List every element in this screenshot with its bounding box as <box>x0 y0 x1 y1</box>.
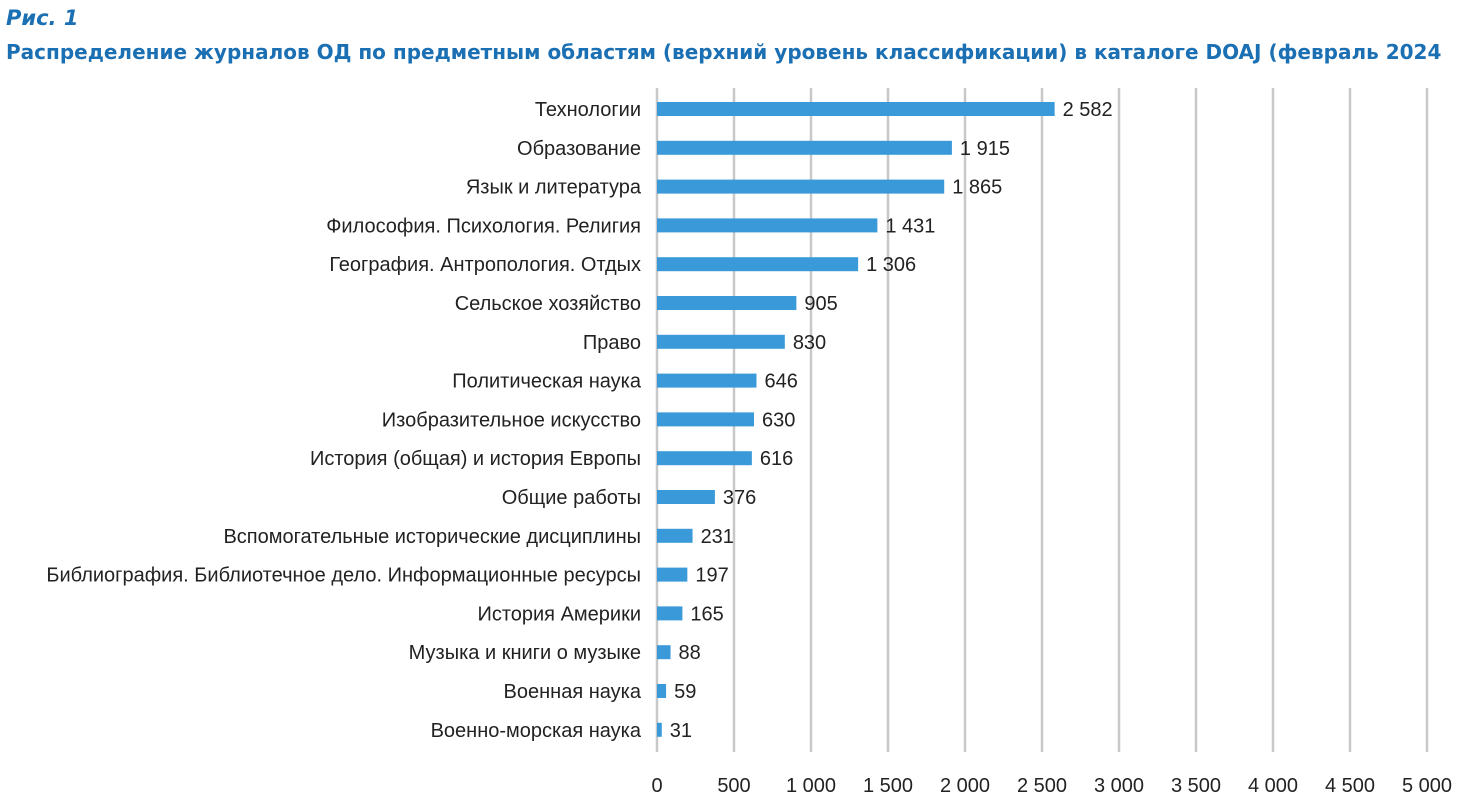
bar <box>657 218 878 233</box>
bar <box>657 102 1055 116</box>
bar <box>657 567 688 582</box>
bar <box>657 373 757 388</box>
data-label: 1 431 <box>885 215 935 237</box>
bar <box>657 490 715 504</box>
x-tick-label: 500 <box>717 775 750 797</box>
value-labels: 2 582 1 915 1 865 1 431 1 306 905 830 646 630 616… <box>670 99 1113 742</box>
x-tick-label: 1 500 <box>863 775 913 797</box>
data-label: 616 <box>760 448 793 470</box>
x-axis-tick-labels: 0 500 1 000 1 500 2 000 2 500 3 000 3 500 4 000 4… <box>651 775 1452 797</box>
category-label: Военная наука <box>504 681 642 703</box>
x-tick-label: 2 000 <box>940 775 990 797</box>
category-label: Общие работы <box>502 487 641 509</box>
category-label: Музыка и книги о музыке <box>409 642 641 664</box>
figure-label: Рис. 1 <box>6 6 79 30</box>
data-label: 165 <box>690 603 723 625</box>
category-label: История (общая) и история Европы <box>310 448 641 470</box>
bar <box>657 296 797 310</box>
x-tick-label: 2 500 <box>1017 775 1067 797</box>
bar <box>657 334 785 349</box>
category-label: История Америки <box>477 603 641 625</box>
data-label: 630 <box>762 409 795 431</box>
x-tick-label: 4 000 <box>1248 775 1298 797</box>
category-label: География. Антропология. Отдых <box>329 254 641 276</box>
category-label: Политическая наука <box>452 371 642 393</box>
category-label: Изобразительное искусство <box>382 409 641 431</box>
category-labels: Технологии Образование Язык и литература Фи… <box>46 99 642 742</box>
category-label: Сельское хозяйство <box>455 293 641 315</box>
bar <box>657 722 662 737</box>
data-label: 1 915 <box>960 138 1010 160</box>
bar <box>657 140 952 155</box>
x-tick-label: 4 500 <box>1325 775 1375 797</box>
bar <box>657 179 945 194</box>
category-label: Военно-морская наука <box>431 720 642 742</box>
category-label: Философия. Психология. Религия <box>326 215 641 237</box>
figure-title: Распределение журналов ОД по предметным … <box>6 40 1442 64</box>
data-label: 2 582 <box>1063 99 1113 121</box>
category-label: Вспомогательные исторические дисциплины <box>223 526 641 548</box>
category-label: Образование <box>517 138 641 160</box>
x-tick-label: 3 500 <box>1171 775 1221 797</box>
x-tick-label: 0 <box>651 775 662 797</box>
bar <box>657 257 859 272</box>
data-label: 376 <box>723 487 756 509</box>
data-label: 59 <box>674 681 696 703</box>
category-label: Право <box>583 332 641 354</box>
x-tick-label: 3 000 <box>1094 775 1144 797</box>
bar <box>657 606 683 621</box>
data-label: 646 <box>764 371 797 393</box>
data-label: 830 <box>793 332 826 354</box>
data-label: 1 306 <box>866 254 916 276</box>
data-label: 197 <box>695 565 728 587</box>
data-label: 231 <box>701 526 734 548</box>
category-label: Технологии <box>535 99 641 121</box>
category-label: Язык и литература <box>466 177 642 199</box>
category-label: Библиография. Библиотечное дело. Информа… <box>46 565 641 587</box>
data-label: 88 <box>679 642 701 664</box>
data-label: 905 <box>804 293 837 315</box>
bar <box>657 528 693 543</box>
x-tick-label: 5 000 <box>1402 775 1452 797</box>
bar <box>657 684 667 698</box>
bar <box>657 451 752 466</box>
bars <box>657 102 1055 737</box>
bar <box>657 645 671 660</box>
data-label: 1 865 <box>952 177 1002 199</box>
x-tick-label: 1 000 <box>786 775 836 797</box>
data-label: 31 <box>670 720 692 742</box>
bar <box>657 412 755 427</box>
